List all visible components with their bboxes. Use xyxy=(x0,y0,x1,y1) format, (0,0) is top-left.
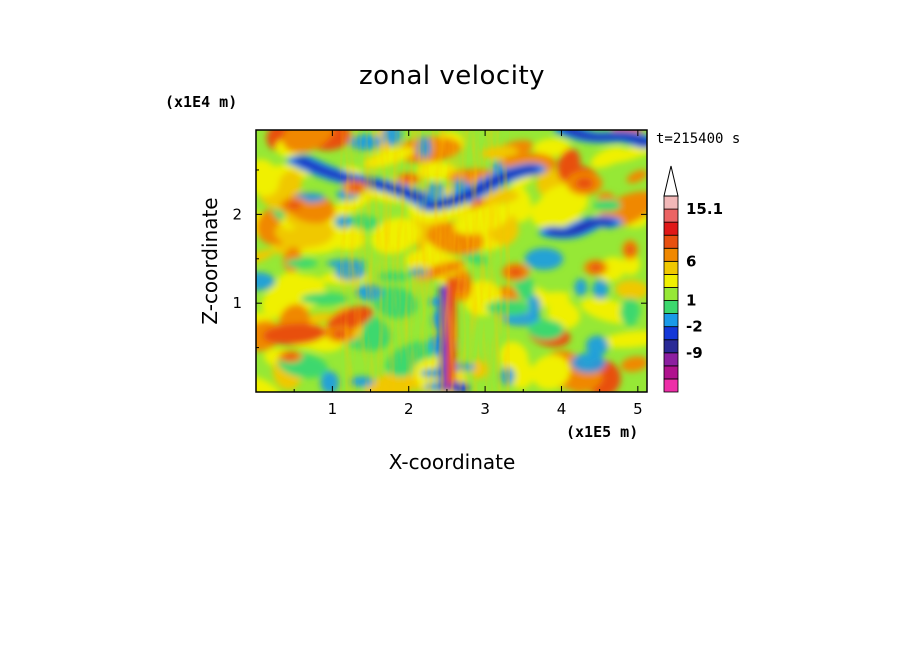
contour-blob xyxy=(547,296,575,327)
blue-band-core xyxy=(315,167,324,171)
colorbar-label: 15.1 xyxy=(686,200,723,218)
contour-blob xyxy=(622,254,641,276)
blue-band-core xyxy=(512,170,521,174)
y-axis: 12 xyxy=(232,169,647,349)
x-tick-label: 1 xyxy=(328,400,338,418)
colorbar-segment xyxy=(663,339,679,354)
contour-blob xyxy=(256,159,280,197)
colorbar-segment xyxy=(663,326,679,341)
blue-band-core xyxy=(570,130,579,134)
contour-blob xyxy=(320,371,339,392)
colorbar-segment xyxy=(663,352,679,367)
colorbar-labels: 15.1 6 1 -2 -9 xyxy=(686,200,723,362)
blue-band-core xyxy=(323,170,333,175)
contour-blob xyxy=(531,354,571,390)
contour-blob xyxy=(526,295,541,318)
contour-blob xyxy=(262,323,327,345)
contour-field xyxy=(256,130,647,392)
x-tick-label: 2 xyxy=(404,400,414,418)
contour-blob xyxy=(533,138,571,157)
contour-blob xyxy=(620,356,647,372)
x-axis-label: X-coordinate xyxy=(389,450,516,474)
x-tick-label: 4 xyxy=(557,400,567,418)
contour-blob xyxy=(538,184,589,222)
contour-blob xyxy=(524,247,564,270)
positive-anomaly-core xyxy=(508,267,523,277)
weak-negative-zone xyxy=(285,258,318,269)
contour-blob xyxy=(507,357,534,390)
y-tick-label: 2 xyxy=(232,205,242,223)
colorbar-extend-arrow xyxy=(663,165,679,197)
colorbar-label: 1 xyxy=(686,292,696,310)
y-tick-label: 1 xyxy=(232,294,242,312)
contour-blob xyxy=(592,279,609,300)
blue-band-core xyxy=(519,168,529,173)
chart-title: zonal velocity xyxy=(359,61,545,91)
colorbar-segment xyxy=(663,287,679,301)
contour-blob xyxy=(626,169,647,184)
weak-negative-zone xyxy=(528,319,565,340)
positive-anomaly-core xyxy=(626,244,635,255)
contour-blob xyxy=(261,275,326,319)
contour-blob xyxy=(566,367,603,392)
blue-band-core xyxy=(297,159,307,163)
colorbar-segment xyxy=(663,273,679,288)
contour-blob xyxy=(539,214,570,230)
colorbar-segment xyxy=(663,221,679,236)
blue-band-core xyxy=(635,138,645,143)
colorbar-segment xyxy=(663,247,679,262)
positive-anomaly-core xyxy=(575,177,594,190)
blue-band-core xyxy=(332,173,341,178)
weak-negative-zone xyxy=(593,199,622,212)
x-tick-label: 5 xyxy=(633,400,643,418)
colorbar-segment xyxy=(663,378,679,393)
contour-blob xyxy=(282,130,335,153)
contour-blob xyxy=(256,374,281,392)
colorbar xyxy=(663,165,679,393)
positive-anomaly-core xyxy=(589,263,602,272)
contour-blob xyxy=(502,312,541,327)
x-axis-unit: (x1E5 m) xyxy=(566,423,638,441)
colorbar-segment xyxy=(663,195,679,210)
positive-anomaly-core xyxy=(284,353,297,360)
contour-blob xyxy=(585,335,609,357)
colorbar-label: -9 xyxy=(686,344,703,362)
blue-band-core xyxy=(526,167,536,171)
positive-anomaly-core xyxy=(287,201,302,210)
blue-band-core xyxy=(603,220,612,225)
colorbar-segment xyxy=(663,365,679,380)
plot-frame xyxy=(255,129,648,393)
colorbar-segment xyxy=(663,208,679,223)
weak-negative-zone xyxy=(300,292,349,305)
x-axis: 1 2 3 4 5 xyxy=(293,130,643,418)
colorbar-label: 6 xyxy=(686,252,696,270)
colorbar-label: -2 xyxy=(686,318,703,336)
blue-band-core xyxy=(306,163,315,167)
colorbar-segment xyxy=(663,234,679,249)
colorbar-segment xyxy=(663,260,679,275)
x-tick-label: 3 xyxy=(480,400,490,418)
y-axis-unit: (x1E4 m) xyxy=(165,93,237,111)
contour-blob xyxy=(608,140,647,163)
y-axis-label: Z-coordinate xyxy=(198,197,222,324)
weak-negative-zone xyxy=(620,298,641,327)
contour-blob xyxy=(571,352,606,374)
contour-blob xyxy=(574,278,588,297)
colorbar-segment xyxy=(663,313,679,328)
colorbar-segment xyxy=(663,300,679,314)
time-label: t=215400 s xyxy=(656,131,740,147)
contour-blob xyxy=(590,146,626,168)
contour-blob xyxy=(601,330,647,349)
blue-band-core xyxy=(641,140,647,145)
contour-blob xyxy=(615,279,647,300)
contour-blob xyxy=(256,272,275,291)
